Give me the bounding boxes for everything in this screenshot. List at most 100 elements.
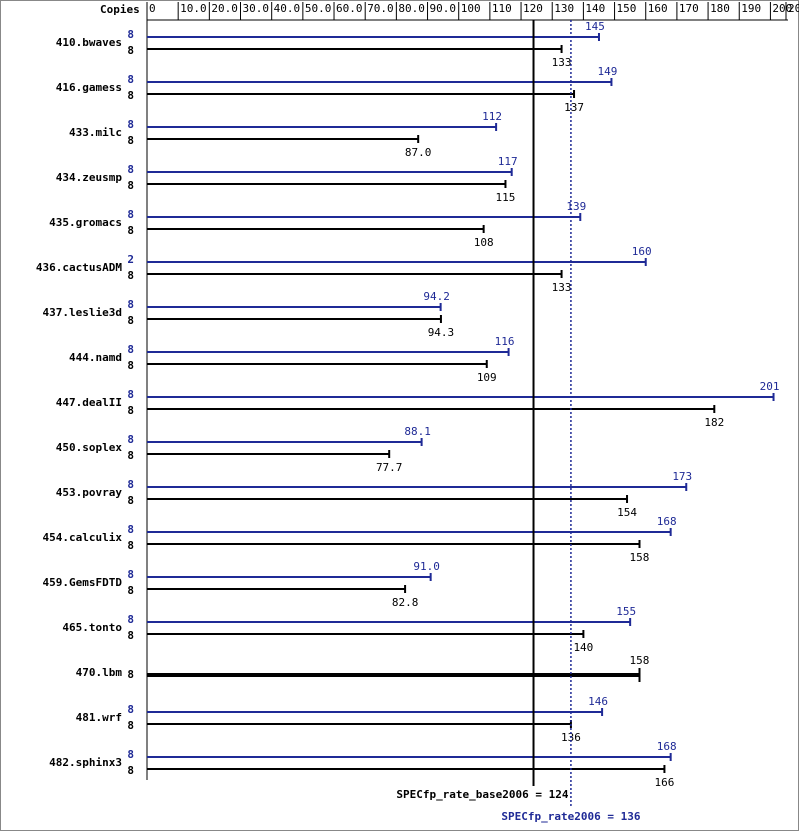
x-tick-label: 190 xyxy=(741,2,761,15)
copies: 8 xyxy=(127,668,134,681)
copies: 8 xyxy=(127,224,134,237)
copies: 8 xyxy=(127,28,134,41)
category-label: 447.dealII xyxy=(56,396,122,409)
value-label: 139 xyxy=(566,200,586,213)
x-tick-label: 170 xyxy=(679,2,699,15)
copies: 2 xyxy=(127,253,134,266)
value-label: 173 xyxy=(672,470,692,483)
x-tick-label: 50.0 xyxy=(305,2,332,15)
copies: 8 xyxy=(127,179,134,192)
copies: 8 xyxy=(127,584,134,597)
category-label: 434.zeusmp xyxy=(56,171,123,184)
value-label: 115 xyxy=(496,191,516,204)
copies: 8 xyxy=(127,748,134,761)
category-label: 459.GemsFDTD xyxy=(43,576,123,589)
copies: 8 xyxy=(127,629,134,642)
category-label: 410.bwaves xyxy=(56,36,122,49)
copies: 8 xyxy=(127,314,134,327)
value-label: 109 xyxy=(477,371,497,384)
x-tick-label: 130 xyxy=(554,2,574,15)
x-tick-label: 160 xyxy=(648,2,668,15)
value-label: 77.7 xyxy=(376,461,403,474)
copies: 8 xyxy=(127,73,134,86)
copies: 8 xyxy=(127,44,134,57)
value-label: 87.0 xyxy=(405,146,432,159)
x-tick-label: 90.0 xyxy=(430,2,457,15)
category-label: 433.milc xyxy=(69,126,122,139)
value-label: 137 xyxy=(564,101,584,114)
copies: 8 xyxy=(127,269,134,282)
copies: 8 xyxy=(127,764,134,777)
x-tick-label: 30.0 xyxy=(243,2,270,15)
copies: 8 xyxy=(127,404,134,417)
category-label: 435.gromacs xyxy=(49,216,122,229)
value-label: 182 xyxy=(704,416,724,429)
value-label: 133 xyxy=(552,281,572,294)
category-label: 437.leslie3d xyxy=(43,306,122,319)
x-tick-label: 150 xyxy=(617,2,637,15)
copies: 8 xyxy=(127,118,134,131)
copies: 8 xyxy=(127,388,134,401)
value-label: 166 xyxy=(654,776,674,789)
category-label: 450.soplex xyxy=(56,441,123,454)
value-label: 160 xyxy=(632,245,652,258)
value-label: 91.0 xyxy=(413,560,440,573)
value-label: 140 xyxy=(573,641,593,654)
copies: 8 xyxy=(127,703,134,716)
x-tick-label: 200 xyxy=(772,2,792,15)
copies: 8 xyxy=(127,433,134,446)
copies: 8 xyxy=(127,719,134,732)
value-label: 158 xyxy=(630,654,650,667)
copies: 8 xyxy=(127,568,134,581)
value-label: 82.8 xyxy=(392,596,419,609)
value-label: 168 xyxy=(657,515,677,528)
category-label: 465.tonto xyxy=(62,621,122,634)
copies: 8 xyxy=(127,89,134,102)
copies: 8 xyxy=(127,298,134,311)
category-label: 436.cactusADM xyxy=(36,261,122,274)
copies: 8 xyxy=(127,208,134,221)
value-label: 112 xyxy=(482,110,502,123)
value-label: 155 xyxy=(616,605,636,618)
category-label: 470.lbm xyxy=(76,666,123,679)
copies: 8 xyxy=(127,523,134,536)
x-tick-label: 100 xyxy=(461,2,481,15)
x-tick-label: 180 xyxy=(710,2,730,15)
copies: 8 xyxy=(127,359,134,372)
copies: 8 xyxy=(127,134,134,147)
copies: 8 xyxy=(127,449,134,462)
value-label: 149 xyxy=(598,65,618,78)
value-label: 94.2 xyxy=(423,290,450,303)
copies: 8 xyxy=(127,343,134,356)
value-label: 117 xyxy=(498,155,518,168)
copies: 8 xyxy=(127,163,134,176)
value-label: 201 xyxy=(760,380,780,393)
x-tick-label: 40.0 xyxy=(274,2,301,15)
value-label: 158 xyxy=(630,551,650,564)
category-label: 482.sphinx3 xyxy=(49,756,122,769)
copies: 8 xyxy=(127,494,134,507)
x-tick-label: 20.0 xyxy=(211,2,238,15)
value-label: 168 xyxy=(657,740,677,753)
x-tick-label: 60.0 xyxy=(336,2,363,15)
x-tick-label: 0 xyxy=(149,2,156,15)
value-label: 133 xyxy=(552,56,572,69)
x-tick-label: 120 xyxy=(523,2,543,15)
value-label: 145 xyxy=(585,20,605,33)
value-label: 88.1 xyxy=(404,425,431,438)
copies: 8 xyxy=(127,478,134,491)
value-label: 146 xyxy=(588,695,608,708)
category-label: 453.povray xyxy=(56,486,123,499)
value-label: 154 xyxy=(617,506,637,519)
value-label: 108 xyxy=(474,236,494,249)
x-tick-label: 80.0 xyxy=(398,2,425,15)
copies-header: Copies xyxy=(100,3,140,16)
reference-label: SPECfp_rate2006 = 136 xyxy=(501,810,640,823)
category-label: 454.calculix xyxy=(43,531,123,544)
reference-label: SPECfp_rate_base2006 = 124 xyxy=(396,788,569,801)
category-label: 481.wrf xyxy=(76,711,122,724)
x-tick-label: 70.0 xyxy=(367,2,394,15)
